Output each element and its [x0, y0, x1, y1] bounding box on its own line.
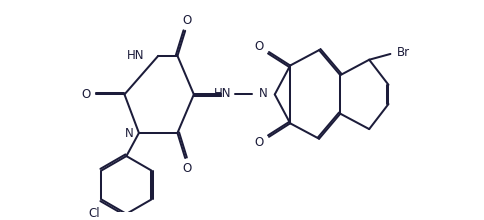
- Text: O: O: [254, 40, 263, 53]
- Text: O: O: [182, 162, 191, 175]
- Text: O: O: [81, 88, 91, 101]
- Text: Cl: Cl: [89, 207, 100, 220]
- Text: O: O: [182, 14, 191, 27]
- Text: HN: HN: [127, 49, 144, 62]
- Text: N: N: [258, 87, 267, 100]
- Text: Br: Br: [396, 46, 409, 59]
- Text: O: O: [254, 136, 263, 149]
- Text: HN: HN: [213, 87, 231, 100]
- Text: N: N: [125, 127, 134, 140]
